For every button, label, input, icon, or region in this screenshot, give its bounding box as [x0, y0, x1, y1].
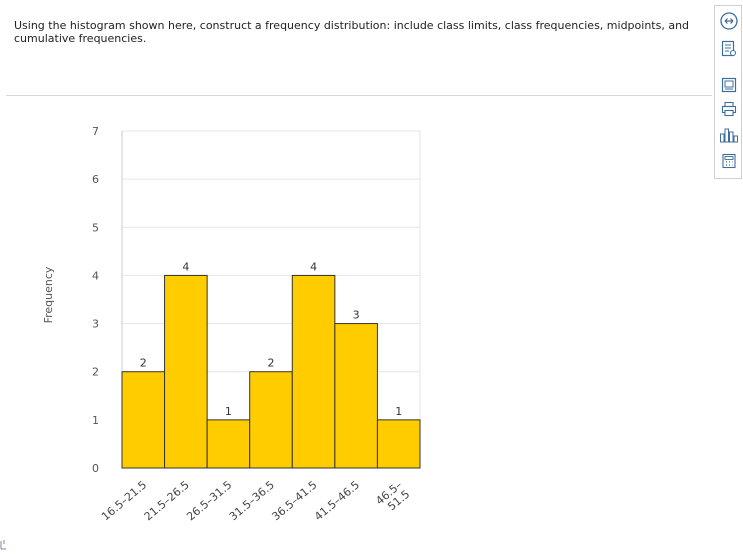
histogram-bar	[164, 274, 208, 469]
calculator-icon	[722, 153, 736, 169]
page-corner-icon	[0, 539, 8, 551]
bar-value-label: 2	[140, 357, 147, 370]
print-button[interactable]	[718, 98, 740, 120]
bar-value-label: 1	[395, 405, 402, 418]
y-tick-label: 0	[92, 462, 99, 475]
svg-text:36.5–41.5: 36.5–41.5	[269, 478, 319, 523]
data-table-button[interactable]	[718, 38, 740, 60]
image-button[interactable]	[718, 74, 740, 96]
y-axis-label: Frequency	[42, 266, 55, 323]
calculator-button[interactable]	[718, 150, 740, 172]
svg-text:31.5–36.5: 31.5–36.5	[227, 478, 277, 523]
svg-text:16.5–21.5: 16.5–21.5	[99, 478, 149, 523]
question-text: Using the histogram shown here, construc…	[14, 19, 690, 45]
svg-text:41.5–46.5: 41.5–46.5	[312, 478, 362, 523]
print-icon	[721, 101, 737, 117]
data-table-icon	[721, 40, 736, 57]
y-tick-label: 5	[92, 221, 99, 234]
bar-chart-icon	[720, 128, 738, 143]
histogram-bar	[121, 371, 166, 469]
x-tick-label: 46.5–51.5	[373, 478, 412, 513]
divider	[6, 95, 712, 96]
x-tick-label: 21.5–26.5	[142, 478, 192, 523]
bar-value-label: 3	[353, 309, 360, 322]
image-icon	[721, 77, 737, 93]
svg-text:26.5–31.5: 26.5–31.5	[184, 478, 234, 523]
x-tick-label: 16.5–21.5	[99, 478, 149, 523]
bar-value-label: 4	[182, 260, 189, 273]
chart-toolbar	[714, 5, 742, 179]
y-tick-label: 4	[92, 269, 99, 282]
expand-icon	[720, 12, 738, 30]
expand-button[interactable]	[718, 10, 740, 32]
y-tick-label: 3	[92, 318, 99, 331]
bar-value-label: 1	[225, 405, 232, 418]
x-tick-label: 26.5–31.5	[184, 478, 234, 523]
svg-text:21.5–26.5: 21.5–26.5	[142, 478, 192, 523]
histogram-bar	[291, 274, 336, 469]
x-tick-label: 36.5–41.5	[269, 478, 319, 523]
histogram-bar	[206, 419, 251, 469]
bar-value-label: 2	[268, 357, 275, 370]
y-tick-label: 7	[92, 125, 99, 138]
y-tick-label: 6	[92, 173, 99, 186]
bar-chart-button[interactable]	[718, 124, 740, 146]
x-tick-label: 41.5–46.5	[312, 478, 362, 523]
y-tick-label: 1	[92, 414, 99, 427]
y-tick-label: 2	[92, 366, 99, 379]
histogram-chart: 2 4 1 2 4 3 1 0 1 2 3 4 5 6 7 16.5–21.521.5–26.526.5–…	[42, 125, 421, 523]
histogram-bar	[249, 371, 293, 469]
histogram-bar	[376, 419, 421, 469]
histogram-bar	[334, 323, 378, 469]
x-tick-label: 31.5–36.5	[227, 478, 277, 523]
bar-value-label: 4	[310, 260, 317, 273]
